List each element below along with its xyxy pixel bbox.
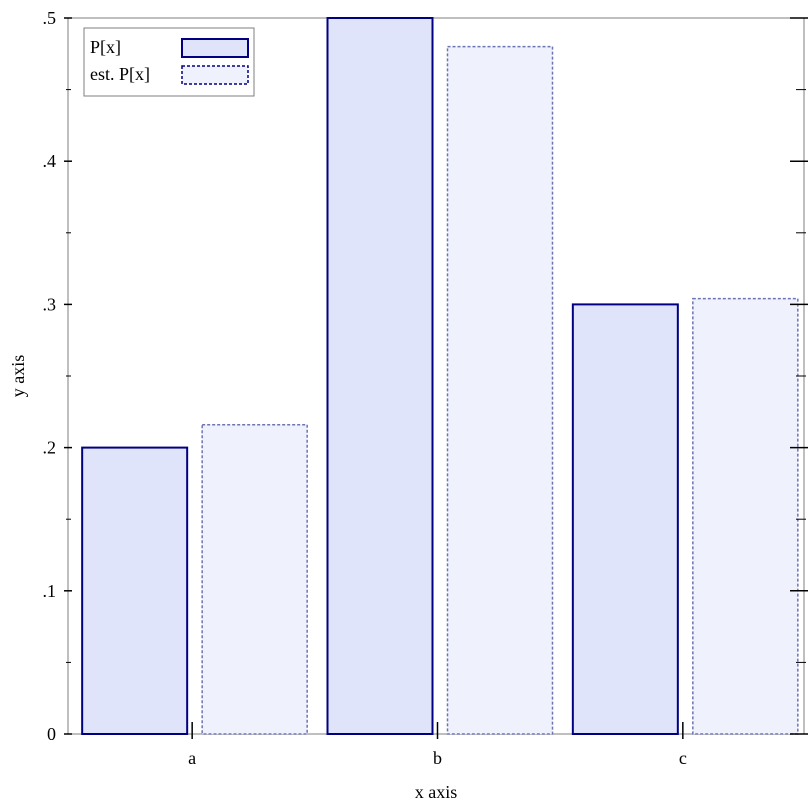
legend-label: est. P[x] <box>90 64 150 84</box>
y-tick-label: .5 <box>43 8 57 28</box>
y-axis-title: y axis <box>8 355 28 398</box>
x-tick-label: b <box>433 748 442 768</box>
bar-b-series-0 <box>326 17 434 735</box>
legend-label: P[x] <box>90 37 121 57</box>
bar-b-series-1 <box>446 45 554 735</box>
x-tick-label: a <box>188 748 196 768</box>
x-axis-title: x axis <box>415 782 458 802</box>
y-tick-label: 0 <box>47 724 56 744</box>
legend-swatch <box>181 38 249 58</box>
bar-c-series-1 <box>692 297 799 735</box>
x-axis-ticks: a b c <box>188 722 687 768</box>
bar-a-series-1 <box>201 423 308 735</box>
y-tick-label: .4 <box>43 151 57 171</box>
y-tick-label: .1 <box>43 581 57 601</box>
legend-swatch <box>181 65 249 85</box>
legend: P[x] est. P[x] <box>83 27 255 97</box>
y-tick-label: .3 <box>43 294 57 314</box>
y-axis-ticks: 0 .1 .2 .3 .4 .5 <box>43 8 808 744</box>
bar-c-series-0 <box>571 303 679 735</box>
y-tick-label: .2 <box>43 438 57 458</box>
bar-a-series-0 <box>81 446 189 735</box>
x-tick-label: c <box>679 748 687 768</box>
bars <box>81 17 799 735</box>
